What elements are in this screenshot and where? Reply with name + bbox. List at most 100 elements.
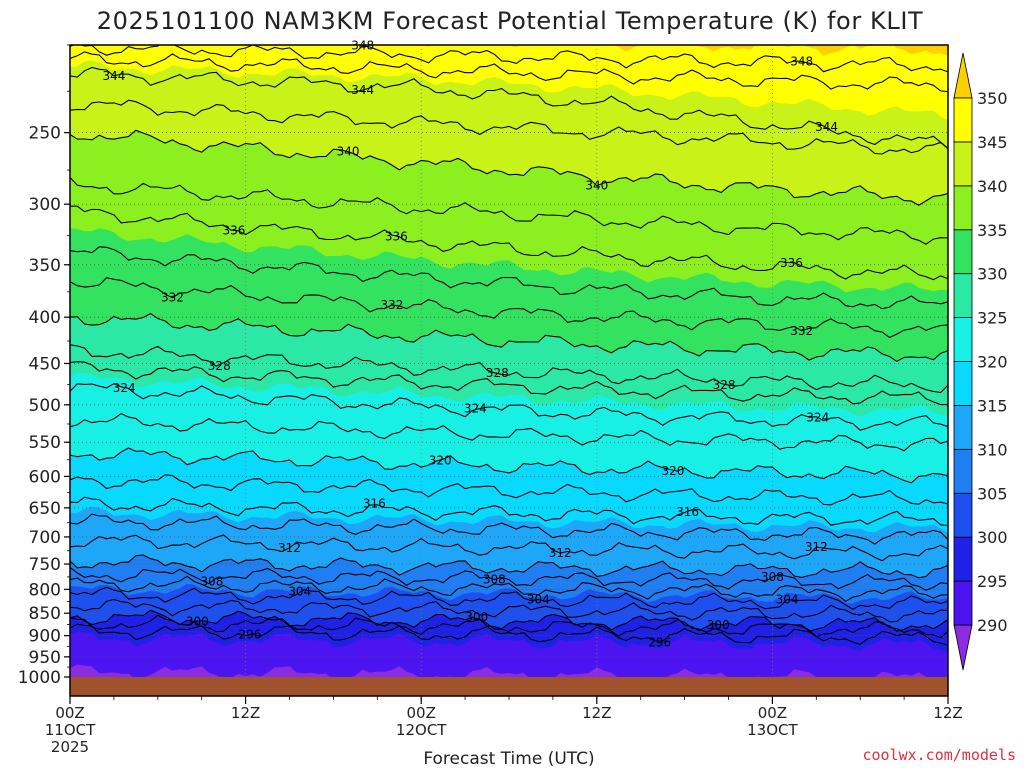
y-tick-label-950: 950 xyxy=(29,648,61,668)
credit-text: coolwx.com/models xyxy=(862,746,1016,764)
contour-298 xyxy=(70,614,948,639)
contour-label-324-1: 324 xyxy=(464,402,487,416)
colorbar-swatch-320 xyxy=(953,317,973,362)
contour-324 xyxy=(70,383,948,431)
contour-308 xyxy=(70,567,948,591)
x-tick-label-4-l2: 13OCT xyxy=(747,721,798,739)
contour-label-312-2: 312 xyxy=(805,540,828,554)
contour-300 xyxy=(70,609,948,632)
contour-336 xyxy=(70,205,948,281)
y-tick-label-650: 650 xyxy=(29,499,61,519)
contour-label-316-1: 316 xyxy=(676,505,699,519)
contour-306 xyxy=(70,575,948,602)
contour-label-344-1: 344 xyxy=(351,83,374,97)
y-tick-label-250: 250 xyxy=(29,124,61,144)
contour-label-336-2: 336 xyxy=(780,256,803,270)
colorbar-top-arrow xyxy=(953,52,973,99)
contour-label-296-0: 296 xyxy=(239,628,262,642)
colorbar-label-350: 350 xyxy=(977,89,1008,108)
contour-334 xyxy=(70,246,948,310)
contour-label-332-0: 332 xyxy=(161,291,184,305)
x-tick-label-2-l1: 00Z xyxy=(407,704,436,722)
contour-348 xyxy=(70,45,948,73)
colorbar-swatch-345 xyxy=(953,97,973,143)
colorbar-label-335: 335 xyxy=(977,221,1008,240)
contour-label-320-1: 320 xyxy=(661,464,684,478)
colorbar-label-315: 315 xyxy=(977,396,1008,415)
y-tick-label-350: 350 xyxy=(29,256,61,276)
contour-314 xyxy=(70,513,948,545)
contour-label-300-1: 300 xyxy=(465,610,488,624)
contour-label-308-1: 308 xyxy=(483,572,506,586)
y-tick-label-800: 800 xyxy=(29,580,61,600)
x-tick-label-0-l2: 11OCT xyxy=(45,721,96,739)
colorbar-label-330: 330 xyxy=(977,265,1008,284)
grid-lines xyxy=(70,45,948,678)
contour-label-316-0: 316 xyxy=(363,496,386,510)
contour-label-340-0: 340 xyxy=(337,145,360,159)
contour-296 xyxy=(70,623,948,646)
y-tick-label-600: 600 xyxy=(29,467,61,487)
colorbar-bottom-arrow xyxy=(953,624,973,671)
contour-label-332-1: 332 xyxy=(380,298,403,312)
contour-label-328-0: 328 xyxy=(208,359,231,373)
plot-area: 296 296 300 300 300 304 304 304 308 308 308 312 312 3… xyxy=(69,39,949,697)
y-tick-label-450: 450 xyxy=(29,354,61,374)
x-tick-label-0-l3: 2025 xyxy=(51,738,89,756)
colorbar-swatch-340 xyxy=(953,141,973,187)
x-tick-label-4-l1: 00Z xyxy=(758,704,787,722)
contour-label-308-0: 308 xyxy=(200,575,223,589)
contour-label-312-1: 312 xyxy=(549,546,572,560)
colorbar-swatch-330 xyxy=(953,229,973,275)
contour-312 xyxy=(70,534,948,562)
x-tick-label-2-l2: 12OCT xyxy=(396,721,447,739)
contour-label-324-0: 324 xyxy=(113,381,136,395)
y-axis: 250 300 350 400 450 500 550 600 650 700 750 800 850 9… xyxy=(18,44,70,688)
y-tick-label-700: 700 xyxy=(29,528,61,548)
colorbar-label-340: 340 xyxy=(977,177,1008,196)
x-tick-label-3-l1: 12Z xyxy=(582,704,611,722)
fill-band-above-345 xyxy=(70,45,948,120)
colorbar-swatch-300 xyxy=(953,492,973,538)
colorbar-swatch-325 xyxy=(953,273,973,318)
colorbar-label-310: 310 xyxy=(977,440,1008,459)
contour-304 xyxy=(70,586,948,610)
contour-label-324-2: 324 xyxy=(806,410,829,424)
colorbar-swatch-335 xyxy=(953,185,973,231)
contour-label-312-0: 312 xyxy=(278,541,301,555)
colorbar-label-345: 345 xyxy=(977,133,1008,152)
chart-title: 2025101100 NAM3KM Forecast Potential Tem… xyxy=(97,7,924,35)
colorbar: 290 295 300 305 310 315 320 325 330 335 340 345 350 xyxy=(953,52,1008,671)
contour-label-332-2: 332 xyxy=(790,324,813,338)
colorbar-label-320: 320 xyxy=(977,353,1008,372)
colorbar-swatch-295 xyxy=(953,536,973,582)
contour-338 xyxy=(70,177,948,245)
contour-330 xyxy=(70,312,948,363)
y-tick-label-300: 300 xyxy=(29,195,61,215)
contour-label-304-0: 304 xyxy=(288,584,311,598)
colorbar-label-290: 290 xyxy=(977,616,1008,635)
contour-label-308-2: 308 xyxy=(761,570,784,584)
contour-label-304-2: 304 xyxy=(776,593,799,607)
y-tick-label-500: 500 xyxy=(29,396,61,416)
contour-label-344-2: 344 xyxy=(815,120,838,134)
contour-328 xyxy=(70,344,948,394)
contour-label-300-0: 300 xyxy=(186,615,209,629)
colorbar-swatch-305 xyxy=(953,448,973,494)
x-tick-label-0-l1: 00Z xyxy=(55,704,84,722)
contour-344 xyxy=(70,66,948,149)
filled-contours xyxy=(70,45,948,677)
colorbar-swatch-310 xyxy=(953,405,973,450)
contour-342 xyxy=(70,99,948,155)
x-axis-label: Forecast Time (UTC) xyxy=(423,749,594,768)
colorbar-label-325: 325 xyxy=(977,309,1008,328)
ground-surface xyxy=(70,677,948,696)
contour-322 xyxy=(70,412,948,452)
colorbar-swatch-290 xyxy=(953,580,973,626)
contour-340 xyxy=(70,129,948,206)
contour-310 xyxy=(70,554,948,579)
colorbar-label-295: 295 xyxy=(977,572,1008,591)
contour-302 xyxy=(70,598,948,623)
